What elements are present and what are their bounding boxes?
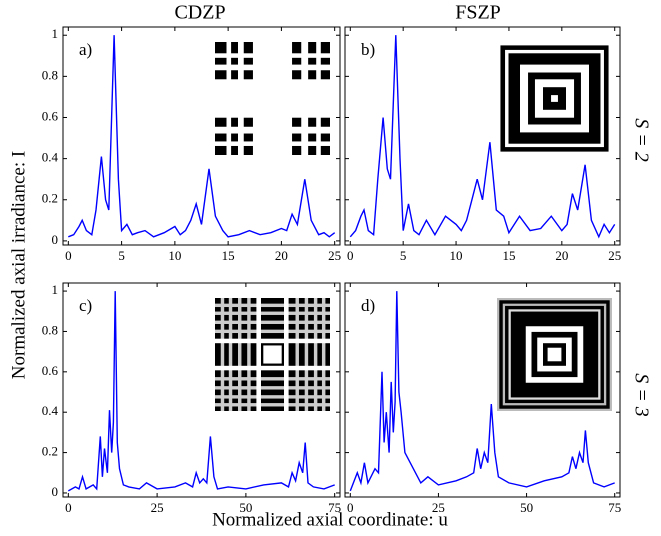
x-tick-label: 10 — [168, 248, 181, 263]
inset-stripe — [215, 386, 330, 390]
inset-stripe — [220, 298, 225, 411]
inset-center — [252, 79, 293, 118]
x-tick-label: 75 — [608, 500, 621, 515]
y-tick-label: 0.8 — [42, 322, 58, 337]
data-line — [349, 35, 616, 239]
column-title: FSZP — [455, 2, 501, 24]
y-axis-label: Normalized axial irradiance: I — [8, 151, 29, 379]
x-tick-label: 0 — [65, 248, 72, 263]
x-tick-label: 0 — [347, 500, 354, 515]
inset-stripe — [215, 395, 330, 399]
inset-stripe — [215, 365, 330, 371]
inset-stripe — [215, 377, 330, 381]
panel-label: d) — [361, 296, 375, 315]
x-tick-label: 20 — [275, 248, 288, 263]
inset-stripe — [215, 329, 330, 334]
y-tick-label: 0 — [52, 484, 59, 499]
x-tick-label: 5 — [118, 248, 125, 263]
row-label: S = 2 — [630, 118, 652, 162]
y-tick-label: 0.4 — [42, 403, 59, 418]
x-tick-label: 15 — [222, 248, 235, 263]
row-label: S = 3 — [630, 373, 652, 417]
panel-label: c) — [79, 296, 92, 315]
x-tick-label: 15 — [502, 248, 515, 263]
inset-stripe — [238, 298, 242, 411]
inset-stripe — [313, 298, 318, 411]
inset-stripe — [295, 298, 299, 411]
y-tick-label: 0 — [52, 232, 59, 247]
x-tick-label: 50 — [520, 500, 533, 515]
y-tick-label: 0.8 — [42, 67, 58, 82]
inset-stripe — [301, 42, 309, 155]
x-tick-label: 0 — [347, 248, 354, 263]
x-tick-label: 5 — [400, 248, 407, 263]
inset-stripe — [321, 298, 326, 411]
x-tick-label: 10 — [450, 248, 463, 263]
y-tick-label: 0.2 — [42, 191, 58, 206]
panel-label: a) — [79, 40, 92, 59]
x-tick-label: 75 — [328, 500, 341, 515]
inset-stripe — [284, 298, 289, 411]
y-tick-label: 0.2 — [42, 444, 58, 459]
y-tick-label: 0.4 — [42, 150, 59, 165]
y-tick-label: 0.6 — [42, 363, 59, 378]
inset-stripe — [215, 311, 330, 315]
inset-center — [263, 345, 282, 364]
x-tick-label: 50 — [239, 500, 252, 515]
inset-stripe — [215, 338, 330, 344]
y-tick-label: 0.6 — [42, 108, 59, 123]
x-tick-label: 25 — [151, 500, 164, 515]
column-title: CDZP — [174, 2, 225, 24]
inset-ring — [551, 95, 558, 102]
panel-label: b) — [361, 40, 375, 59]
data-line — [67, 291, 335, 492]
inset-stripe — [215, 403, 330, 407]
inset-stripe — [215, 303, 330, 308]
y-tick-label: 1 — [52, 282, 59, 297]
data-line — [349, 291, 615, 492]
x-axis-label: Normalized axial coordinate: u — [212, 509, 448, 530]
x-tick-label: 25 — [432, 500, 445, 515]
inset-stripe — [215, 141, 330, 146]
x-tick-label: 20 — [555, 248, 568, 263]
inset-stripe — [316, 42, 321, 155]
inset-stripe — [304, 298, 309, 411]
y-tick-label: 1 — [52, 26, 59, 41]
inset-stripe — [247, 298, 251, 411]
inset-stripe — [256, 298, 261, 411]
data-line — [68, 35, 336, 238]
x-tick-label: 0 — [65, 500, 72, 515]
inset-stripe — [215, 320, 330, 324]
inset-ring — [547, 347, 562, 362]
inset-stripe — [215, 126, 330, 134]
x-tick-label: 25 — [328, 248, 341, 263]
x-tick-label: 25 — [608, 248, 621, 263]
inset-stripe — [228, 298, 233, 411]
